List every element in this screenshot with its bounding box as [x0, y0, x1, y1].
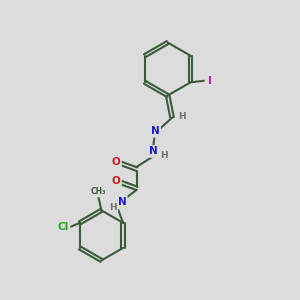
Text: CH₃: CH₃: [91, 187, 106, 196]
Text: N: N: [151, 126, 160, 136]
Text: H: H: [110, 203, 117, 212]
Text: O: O: [112, 176, 121, 186]
Text: I: I: [208, 76, 212, 86]
Text: O: O: [112, 157, 121, 167]
Text: Cl: Cl: [58, 222, 69, 232]
Text: N: N: [148, 146, 157, 157]
Text: H: H: [178, 112, 185, 121]
Text: N: N: [118, 196, 126, 206]
Text: H: H: [160, 151, 168, 160]
